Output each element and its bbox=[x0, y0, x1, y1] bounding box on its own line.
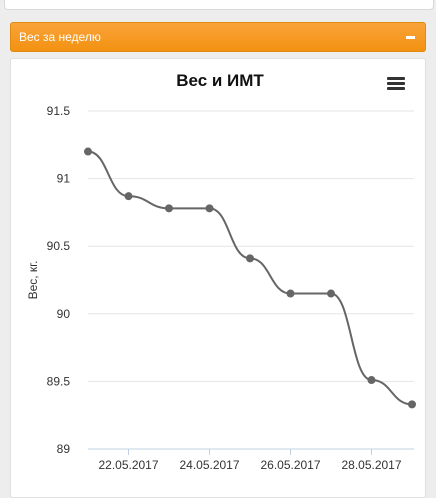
y-tick-label: 89.5 bbox=[47, 374, 71, 388]
data-point[interactable] bbox=[205, 204, 214, 213]
series-line bbox=[87, 150, 413, 406]
chart-title: Вес и ИМТ bbox=[176, 71, 264, 90]
y-axis-label: Вес, кг. bbox=[26, 261, 40, 300]
previous-panel bbox=[4, 0, 434, 10]
data-point[interactable] bbox=[286, 289, 295, 298]
panel-header[interactable]: Вес за неделю bbox=[10, 22, 426, 52]
x-tick-label: 24.05.2017 bbox=[179, 458, 239, 472]
y-tick-label: 91.5 bbox=[47, 104, 71, 118]
gridlines bbox=[88, 110, 414, 450]
x-axis: 22.05.2017 24.05.2017 26.05.2017 28.05.2017 bbox=[88, 448, 414, 472]
data-point[interactable] bbox=[367, 376, 376, 385]
data-point[interactable] bbox=[327, 289, 335, 298]
y-axis-ticks: 91.5 91 90.5 90 89.5 89 bbox=[47, 104, 71, 456]
collapse-icon[interactable] bbox=[406, 36, 415, 39]
chart-card bbox=[10, 58, 426, 498]
data-point[interactable] bbox=[124, 192, 133, 201]
x-tick-label: 28.05.2017 bbox=[341, 458, 401, 472]
y-tick-label: 90.5 bbox=[47, 239, 71, 253]
data-point[interactable] bbox=[246, 254, 254, 263]
panel-title: Вес за неделю bbox=[19, 30, 101, 44]
data-point[interactable] bbox=[84, 147, 92, 156]
y-tick-label: 90 bbox=[57, 307, 71, 321]
x-tick-label: 22.05.2017 bbox=[98, 458, 158, 472]
y-tick-label: 89 bbox=[57, 442, 71, 456]
data-point[interactable] bbox=[165, 204, 173, 213]
series-weight bbox=[84, 147, 416, 409]
chart: Вес и ИМТ Вес, кг. 91.5 91 90.5 90 89.5 89 22… bbox=[26, 71, 416, 472]
x-tick-label: 26.05.2017 bbox=[260, 458, 320, 472]
chart-menu-icon[interactable] bbox=[387, 77, 405, 91]
data-point[interactable] bbox=[408, 400, 416, 409]
y-tick-label: 91 bbox=[57, 172, 71, 186]
